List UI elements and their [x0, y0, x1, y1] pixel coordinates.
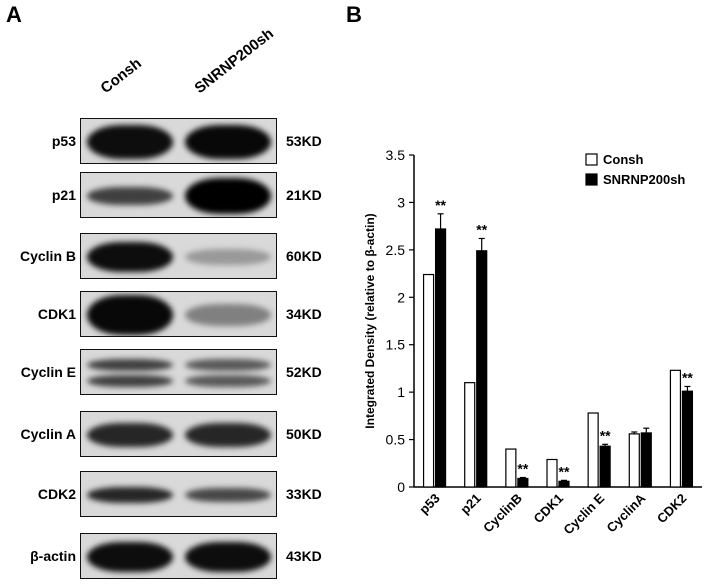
- significance-marker: **: [435, 197, 446, 213]
- legend-label: Consh: [603, 152, 644, 167]
- blot-row: Cyclin E 52KD: [0, 346, 345, 398]
- blot-size-label: 34KD: [286, 306, 322, 322]
- blot-image: [80, 291, 277, 337]
- legend-label: SNRNP200sh: [603, 172, 685, 187]
- blot-band: [87, 359, 173, 371]
- blot-band: [87, 375, 173, 387]
- blot-size-label: 52KD: [286, 364, 322, 380]
- bar-consh: [422, 273, 435, 488]
- bar-snrnp200sh: [681, 390, 694, 488]
- bar-consh: [628, 433, 640, 488]
- bar-snrnp200sh: [599, 445, 611, 488]
- blot-protein-label: Cyclin A: [20, 426, 77, 442]
- y-tick-label: 2.5: [386, 242, 406, 258]
- y-tick-label: 3: [397, 194, 405, 210]
- y-axis-title: Integrated Density (relative to β-actin): [363, 213, 377, 428]
- blot-band: [87, 187, 173, 205]
- y-tick-label: 2: [397, 289, 405, 305]
- x-tick-label: CDK2: [654, 491, 690, 527]
- panel-b-label: B: [346, 2, 362, 27]
- blot-row: β-actin 43KD: [0, 530, 345, 582]
- blot-protein-label: p21: [51, 187, 76, 203]
- blot-size-label: 50KD: [286, 426, 322, 442]
- blot-band: [185, 375, 271, 387]
- y-tick-label: 0: [397, 479, 405, 495]
- blot-protein-label: β-actin: [30, 548, 76, 564]
- blot-protein-label: p53: [51, 133, 76, 149]
- x-tick-label: p53: [416, 491, 442, 517]
- blot-protein-label: Cyclin E: [20, 364, 76, 380]
- lane-header-snrnp200sh: SNRNP200sh: [191, 25, 277, 97]
- y-tick-label: 3.5: [386, 147, 406, 163]
- bar-consh: [546, 458, 558, 488]
- blot-image: [80, 533, 277, 579]
- y-tick-label: 1.5: [386, 337, 406, 353]
- blot-size-label: 60KD: [286, 248, 322, 264]
- blot-row: Cyclin A 50KD: [0, 408, 345, 460]
- blot-row: CDK1 34KD: [0, 288, 345, 340]
- significance-marker: **: [682, 369, 693, 385]
- blot-row: Cyclin B 60KD: [0, 230, 345, 282]
- bar-snrnp200sh: [558, 480, 570, 488]
- blot-image: [80, 349, 277, 395]
- x-tick-label: CDK1: [530, 491, 566, 527]
- bar-consh: [587, 412, 599, 488]
- lane-header-consh: Consh: [97, 54, 145, 97]
- significance-marker: **: [600, 427, 611, 443]
- blot-image: [80, 172, 277, 218]
- blot-image: [80, 411, 277, 457]
- blot-protein-label: CDK1: [37, 306, 76, 322]
- blot-band: [185, 488, 271, 502]
- bar-snrnp200sh: [476, 250, 488, 488]
- blot-protein-label: CDK2: [37, 486, 76, 502]
- bar-snrnp200sh: [640, 432, 652, 488]
- bar-snrnp200sh: [517, 477, 529, 488]
- blot-band: [87, 423, 173, 447]
- blot-band: [87, 125, 173, 159]
- blot-band: [185, 423, 271, 447]
- blot-band: [87, 542, 173, 572]
- blot-row: p53 53KD: [0, 115, 345, 167]
- blot-protein-label: Cyclin B: [19, 248, 76, 264]
- blot-band: [185, 359, 271, 371]
- bar-chart: 0 0.5 1 1.5 2 2.5 3 3.5 Integrated Density (rela…: [363, 147, 702, 537]
- blot-size-label: 53KD: [286, 133, 322, 149]
- x-tick-label: p21: [457, 491, 483, 517]
- blot-row: CDK2 33KD: [0, 468, 345, 520]
- blot-band: [87, 242, 173, 272]
- blot-band: [185, 304, 271, 326]
- blot-image: [80, 471, 277, 517]
- significance-marker: **: [559, 463, 570, 479]
- significance-marker: **: [517, 461, 528, 477]
- blot-band: [185, 178, 271, 214]
- legend-swatch: [585, 173, 598, 186]
- blot-size-label: 33KD: [286, 486, 322, 502]
- blot-band: [87, 487, 173, 503]
- blot-band: [87, 295, 173, 335]
- bar-consh: [464, 382, 476, 488]
- y-tick-label: 1: [397, 384, 405, 400]
- blot-size-label: 43KD: [286, 548, 322, 564]
- blot-band: [185, 542, 271, 572]
- blot-image: [80, 118, 277, 164]
- blot-row: p21 21KD: [0, 169, 345, 221]
- legend-swatch: [585, 153, 598, 166]
- x-tick-label: CyclinB: [480, 491, 525, 536]
- blot-image: [80, 233, 277, 279]
- bar-consh: [505, 448, 517, 488]
- blot-band: [185, 125, 271, 159]
- y-tick-label: 0.5: [386, 432, 406, 448]
- x-tick-label: CyclinA: [604, 490, 649, 535]
- significance-marker: **: [476, 221, 487, 237]
- panel-a-label: A: [6, 2, 22, 27]
- blot-band: [185, 249, 271, 265]
- bar-snrnp200sh: [434, 228, 447, 488]
- x-tick-label: Cyclin E: [560, 490, 607, 537]
- bar-consh: [669, 369, 682, 488]
- blot-size-label: 21KD: [286, 187, 322, 203]
